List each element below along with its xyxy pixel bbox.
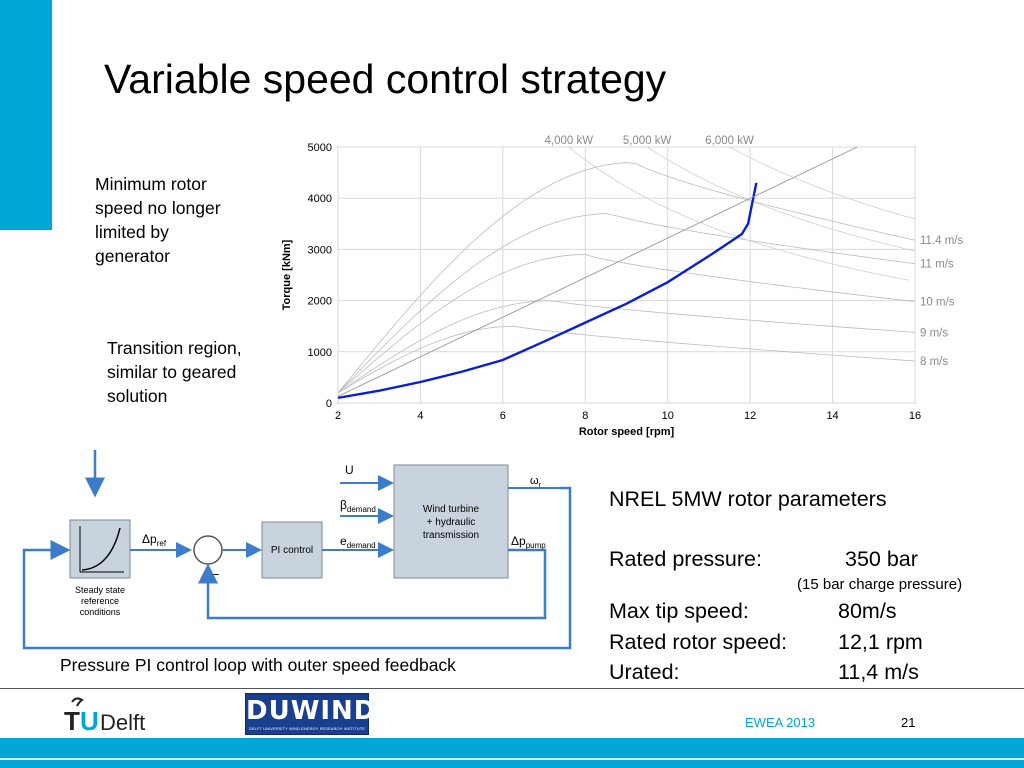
wind-speed-label: 8 m/s — [920, 356, 948, 368]
footer-divider — [0, 688, 1024, 689]
charge-pressure-note: (15 bar charge pressure) — [797, 576, 963, 593]
steady-state-label: reference — [81, 596, 119, 606]
beta-input-label: βdemand — [340, 498, 376, 514]
logo-delft: Delft — [100, 710, 145, 735]
edemand-label: edemand — [340, 534, 376, 550]
wind-speed-curve — [337, 162, 916, 394]
flame-icon — [71, 697, 84, 707]
footer-stripe — [0, 758, 1024, 760]
x-tick-label: 14 — [826, 410, 838, 422]
omega-label: ωr — [530, 475, 542, 489]
x-axis-label: Rotor speed [rpm] — [579, 426, 675, 438]
note-line: limited by — [95, 222, 169, 242]
y-axis-label: Torque [kNm] — [281, 239, 293, 310]
y-tick-label: 2000 — [308, 296, 332, 308]
inner-feedback-line — [198, 548, 547, 620]
x-tick-label: 12 — [744, 410, 756, 422]
urated-label: Urated: — [609, 660, 680, 684]
duwind-subtitle: DELFT UNIVERSITY WIND ENERGY RESEARCH IN… — [248, 727, 366, 731]
summing-junction — [193, 535, 223, 565]
x-tick-label: 2 — [335, 410, 341, 422]
wind-speed-curve — [337, 325, 916, 394]
rated-rotor-value: 12,1 rpm — [838, 630, 923, 654]
wind-speed-curve — [337, 300, 916, 394]
wind-speed-curve — [337, 254, 916, 394]
footer-event: EWEA 2013 — [745, 715, 816, 730]
y-tick-label: 0 — [326, 398, 332, 410]
rated-rotor-label: Rated rotor speed: — [609, 630, 788, 654]
max-tip-label: Max tip speed: — [609, 599, 749, 623]
transition-arrow — [85, 450, 105, 498]
urated-value: 11,4 m/s — [838, 660, 919, 684]
tu-delft-logo: T U Delft — [64, 697, 145, 736]
note-line: speed no longer — [95, 198, 221, 218]
note-line: Minimum rotor — [95, 174, 207, 194]
duwind-logo: DUWIND DELFT UNIVERSITY WIND ENERGY RESE… — [245, 693, 377, 735]
plant-label: transmission — [423, 530, 479, 541]
plant-block — [393, 464, 509, 579]
params-heading: NREL 5MW rotor parameters — [609, 487, 887, 511]
wind-speed-label: 9 m/s — [920, 327, 948, 339]
x-tick-label: 8 — [582, 410, 588, 422]
x-tick-label: 10 — [662, 410, 674, 422]
logo-u: U — [80, 706, 99, 736]
reference-line — [337, 146, 858, 397]
note-line: Transition region, — [107, 338, 242, 358]
steady-state-label: Steady state — [75, 585, 125, 595]
dpref-label: Δpref — [142, 532, 167, 548]
outer-feedback-line — [22, 486, 572, 650]
diagram-caption: Pressure PI control loop with outer spee… — [60, 655, 456, 675]
power-curve — [729, 146, 916, 220]
plant-label: + hydraulic — [427, 517, 476, 528]
note-line: similar to geared — [107, 362, 237, 382]
power-label: 5,000 kW — [623, 135, 672, 147]
footer-bar — [0, 738, 1024, 768]
power-curve — [646, 146, 916, 252]
note-minimum-rotor: Minimum rotor speed no longer limited by… — [95, 172, 221, 268]
wind-speed-label: 11 m/s — [920, 259, 954, 271]
note-transition: Transition region, similar to geared sol… — [107, 336, 242, 408]
y-tick-label: 5000 — [308, 142, 332, 154]
page-number: 21 — [901, 715, 916, 730]
logo-t: T — [64, 706, 80, 736]
note-line: solution — [107, 386, 168, 406]
note-line: generator — [95, 246, 170, 266]
control-loop-diagram: Steady state reference conditions Δpref … — [22, 450, 572, 650]
rated-pressure-label: Rated pressure: — [609, 547, 762, 571]
power-label: 6,000 kW — [705, 135, 754, 147]
plant-label: Wind turbine — [423, 504, 480, 515]
x-tick-label: 6 — [500, 410, 506, 422]
duwind-name: DUWIND — [246, 696, 377, 726]
wind-speed-label: 11.4 m/s — [920, 235, 963, 247]
steady-state-label: conditions — [80, 607, 121, 617]
slide-title: Variable speed control strategy — [104, 56, 667, 102]
torque-speed-chart: 2 4 6 8 10 12 14 16 0 1000 2000 3000 4000 5000 Rotor s… — [281, 135, 963, 438]
curve-icon — [81, 527, 121, 571]
u-input-label: U — [345, 463, 354, 477]
y-tick-label: 3000 — [308, 244, 332, 256]
dppump-label: Δppump — [511, 534, 546, 550]
minus-sign: – — [211, 565, 219, 581]
plot-area — [337, 146, 916, 404]
pi-control-label: PI control — [271, 545, 313, 556]
rated-pressure-value: 350 bar — [845, 547, 918, 571]
accent-bar — [0, 0, 52, 230]
x-tick-label: 4 — [417, 410, 423, 422]
steady-state-block — [69, 519, 131, 579]
y-tick-label: 1000 — [308, 347, 332, 359]
y-tick-label: 4000 — [308, 193, 332, 205]
x-tick-label: 16 — [909, 410, 921, 422]
max-tip-value: 80m/s — [838, 599, 897, 623]
wind-speed-curve — [337, 213, 916, 394]
power-label: 4,000 kW — [545, 135, 594, 147]
control-trajectory-line — [337, 182, 758, 400]
wind-speed-label: 10 m/s — [920, 297, 955, 309]
